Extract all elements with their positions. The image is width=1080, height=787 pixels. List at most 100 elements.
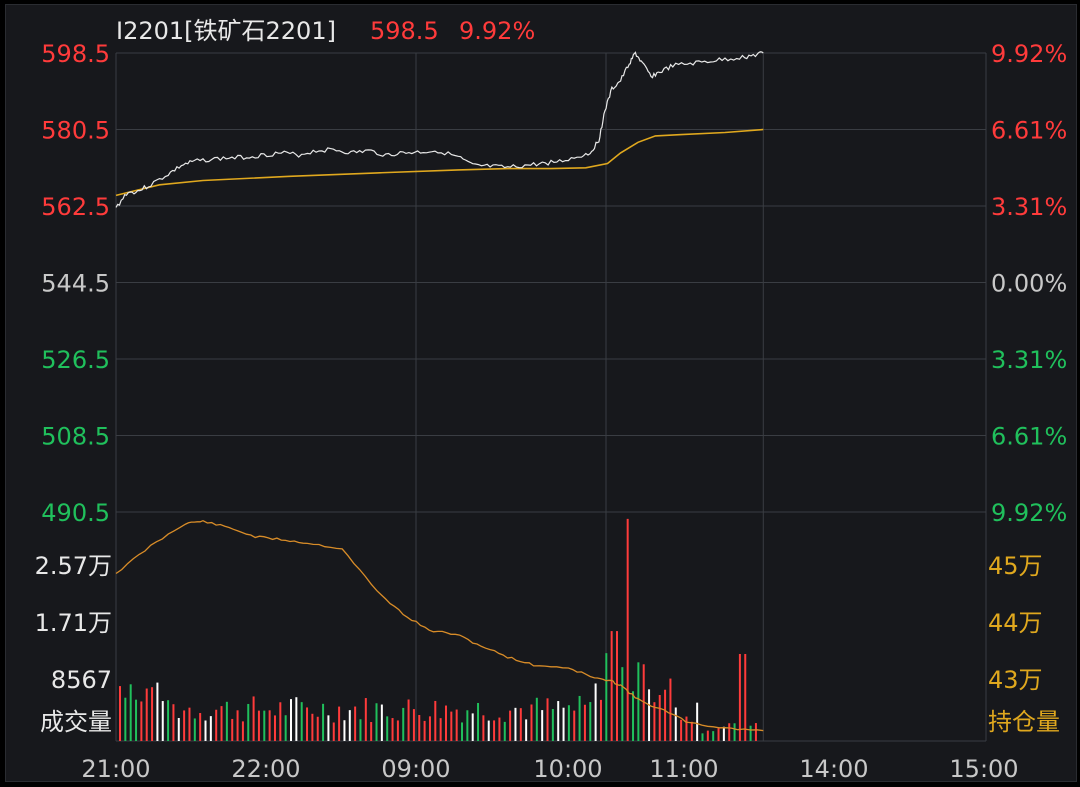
volume-bar xyxy=(348,710,351,741)
axis-labels: 598.5 9.92% 580.5 6.61% 562.5 3.31% 544.5 0.00%… xyxy=(35,40,1068,783)
volume-bar xyxy=(503,721,506,741)
volume-bar xyxy=(610,631,613,741)
volume-bar xyxy=(701,733,704,741)
volume-bar xyxy=(300,702,303,741)
change-percent: 9.92% xyxy=(459,17,535,45)
volume-bar xyxy=(332,722,335,741)
time-tick: 14:00 xyxy=(799,755,868,783)
volume-bar xyxy=(434,700,437,741)
volume-bar xyxy=(129,684,132,741)
open-interest-line xyxy=(115,519,764,732)
price-tick-left: 544.5 xyxy=(41,270,110,298)
volume-bar xyxy=(257,710,260,741)
oi-tick-right: 持仓量 xyxy=(988,708,1060,736)
volume-bar xyxy=(605,653,608,741)
volume-bar xyxy=(573,710,576,741)
price-tick-left: 508.5 xyxy=(41,423,110,451)
volume-bar xyxy=(706,730,709,741)
volume-bar xyxy=(428,716,431,741)
volume-bar xyxy=(648,689,651,741)
volume-bar xyxy=(551,709,554,741)
volume-bar xyxy=(589,702,592,741)
volume-bar xyxy=(124,697,127,741)
series-lines xyxy=(115,51,764,732)
volume-bar xyxy=(423,720,426,741)
volume-bar xyxy=(354,706,357,741)
volume-bar xyxy=(471,713,474,741)
volume-bar xyxy=(359,719,362,741)
time-tick: 22:00 xyxy=(231,755,300,783)
volume-bar xyxy=(567,705,570,741)
volume-bar xyxy=(375,703,378,741)
volume-bar xyxy=(225,701,228,741)
volume-bar xyxy=(525,719,528,741)
volume-bar xyxy=(252,696,255,741)
oi-tick-right: 44万 xyxy=(988,609,1043,637)
percent-tick-right: 3.31% xyxy=(991,346,1067,374)
volume-bar xyxy=(183,710,186,741)
volume-bar xyxy=(450,711,453,741)
volume-tick-left: 2.57万 xyxy=(35,552,112,580)
time-tick: 15:00 xyxy=(949,755,1018,783)
volume-bar xyxy=(744,653,747,741)
volume-bar xyxy=(273,715,276,741)
volume-bar xyxy=(135,699,138,741)
volume-bar xyxy=(167,700,170,741)
volume-bar xyxy=(209,716,212,741)
volume-bar xyxy=(754,723,757,741)
price-line xyxy=(115,51,764,208)
volume-bar xyxy=(728,723,731,741)
volume-bar xyxy=(717,728,720,741)
volume-bar xyxy=(215,709,218,741)
volume-bar xyxy=(290,699,293,741)
oi-tick-right: 45万 xyxy=(988,552,1043,580)
volume-bar xyxy=(583,704,586,741)
volume-bar xyxy=(316,716,319,741)
grid xyxy=(115,52,987,742)
percent-tick-right: 9.92% xyxy=(991,40,1067,68)
volume-bar xyxy=(562,707,565,741)
percent-tick-right: 0.00% xyxy=(991,270,1067,298)
volume-bar xyxy=(578,695,581,741)
volume-bar xyxy=(546,698,549,741)
volume-tick-left: 8567 xyxy=(51,666,112,694)
volume-bar xyxy=(733,723,736,741)
last-price: 598.5 xyxy=(370,17,439,45)
volume-bar xyxy=(306,707,309,741)
volume-bar xyxy=(236,710,239,741)
volume-bar xyxy=(632,691,635,741)
volume-bar xyxy=(370,722,373,741)
volume-bar xyxy=(247,703,250,741)
volume-tick-left: 1.71万 xyxy=(35,609,112,637)
volume-bar xyxy=(391,718,394,741)
volume-bar xyxy=(140,701,143,741)
volume-bar xyxy=(455,709,458,741)
volume-bar xyxy=(343,720,346,741)
volume-bar xyxy=(669,678,672,741)
volume-bar xyxy=(156,682,159,741)
volume-tick-left: 成交量 xyxy=(40,708,112,736)
volume-bar xyxy=(535,697,538,741)
volume-bar xyxy=(696,702,699,741)
volume-bar xyxy=(172,704,175,741)
volume-bar xyxy=(396,720,399,741)
volume-bar xyxy=(722,726,725,741)
volume-bar xyxy=(621,667,624,741)
volume-bar xyxy=(241,721,244,741)
symbol-title: I2201[铁矿石2201] xyxy=(116,17,336,45)
volume-bar xyxy=(509,710,512,741)
volume-bar xyxy=(477,702,480,741)
volume-bar xyxy=(541,710,544,741)
time-tick: 21:00 xyxy=(81,755,150,783)
volume-bar xyxy=(615,631,618,741)
volume-bar xyxy=(749,725,752,741)
volume-bar xyxy=(690,721,693,741)
volume-bar xyxy=(712,731,715,741)
volume-bar xyxy=(380,704,383,741)
volume-bar xyxy=(658,695,661,741)
volume-bar xyxy=(177,717,180,741)
volume-bar xyxy=(685,716,688,741)
volume-bar xyxy=(412,709,415,741)
volume-bar xyxy=(311,713,314,741)
volume-bar xyxy=(279,702,282,741)
